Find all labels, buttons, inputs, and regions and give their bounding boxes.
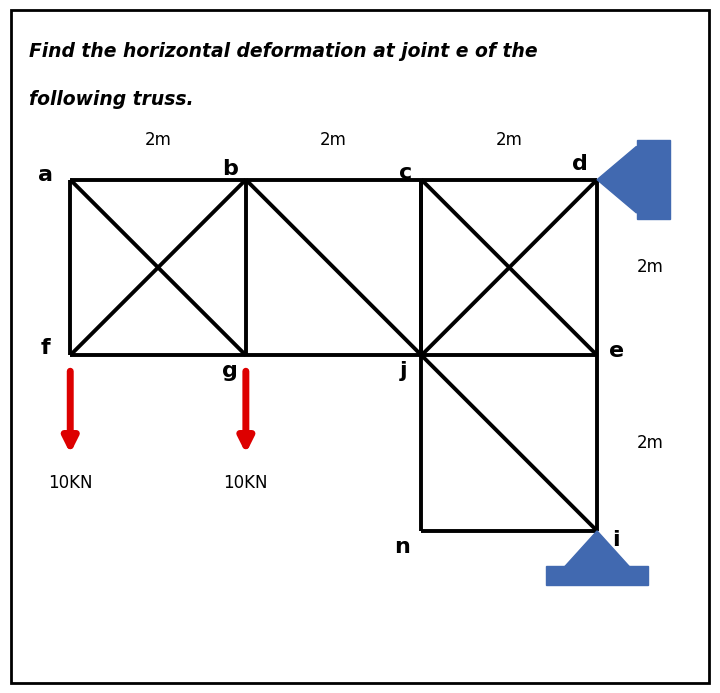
- Text: d: d: [572, 154, 588, 174]
- Text: 2m: 2m: [636, 434, 663, 452]
- Text: e: e: [609, 341, 624, 361]
- Text: 2m: 2m: [145, 131, 171, 149]
- Text: g: g: [222, 361, 238, 381]
- Text: following truss.: following truss.: [29, 90, 194, 109]
- Polygon shape: [564, 531, 631, 568]
- Text: b: b: [222, 159, 238, 179]
- Bar: [636, 140, 670, 219]
- Text: 10KN: 10KN: [48, 473, 92, 491]
- Text: a: a: [38, 165, 53, 185]
- Text: 2m: 2m: [636, 258, 663, 277]
- Text: i: i: [613, 529, 620, 550]
- Text: j: j: [400, 361, 408, 381]
- Text: 2m: 2m: [320, 131, 347, 149]
- Polygon shape: [597, 146, 636, 213]
- Text: f: f: [41, 338, 50, 358]
- Text: Find the horizontal deformation at joint e of the: Find the horizontal deformation at joint…: [29, 42, 537, 60]
- Text: n: n: [395, 536, 410, 556]
- Text: c: c: [399, 163, 413, 183]
- Text: 2m: 2m: [496, 131, 523, 149]
- Bar: [546, 566, 648, 586]
- Text: 10KN: 10KN: [224, 473, 268, 491]
